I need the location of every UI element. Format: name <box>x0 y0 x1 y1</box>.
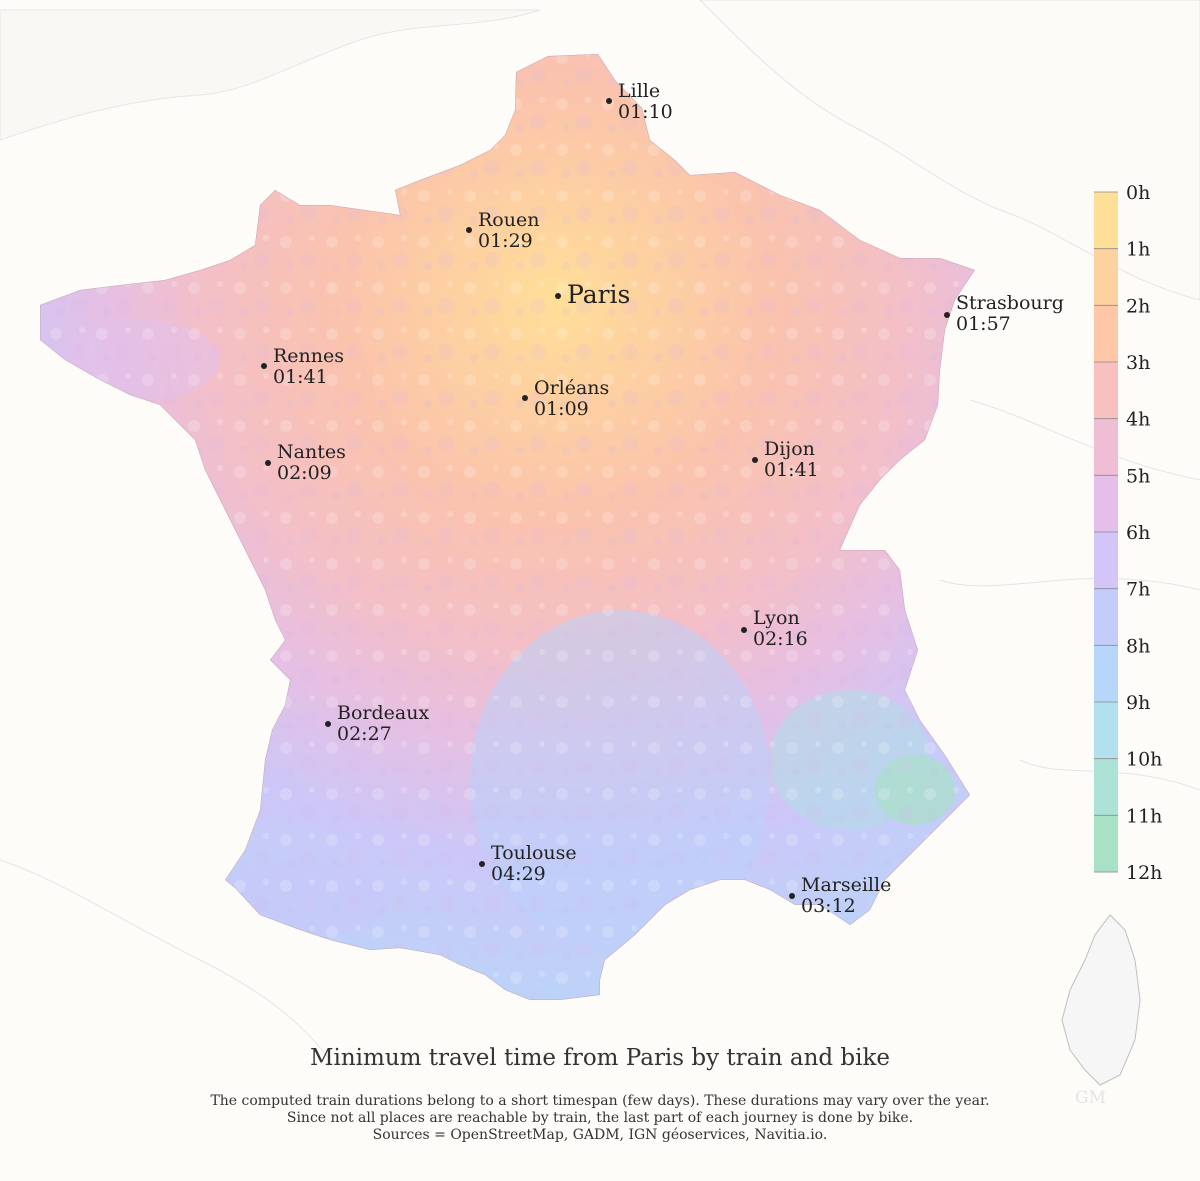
colorbar-segment <box>1094 248 1118 306</box>
colorbar-tick-label: 5h <box>1126 465 1150 487</box>
colorbar-tick-label: 11h <box>1126 805 1162 827</box>
colorbar-tick-label: 6h <box>1126 522 1150 544</box>
colorbar-segment <box>1094 475 1118 533</box>
colorbar-tick-label: 7h <box>1126 579 1150 601</box>
watermark: GM <box>1075 1088 1106 1108</box>
colorbar-tick-label: 1h <box>1126 239 1150 261</box>
caption-line: Sources = OpenStreetMap, GADM, IGN géose… <box>372 1127 828 1143</box>
city-name: Strasbourg <box>956 292 1064 314</box>
city-travel-time: 01:09 <box>534 398 589 420</box>
city-travel-time: 02:09 <box>277 462 332 484</box>
colorbar-tick-label: 0h <box>1126 182 1150 204</box>
city-name: Lyon <box>753 607 800 629</box>
colorbar-segment <box>1094 192 1118 250</box>
city-lyon: Lyon 02:16 <box>741 607 808 650</box>
city-travel-time: 01:10 <box>618 101 673 123</box>
city-dijon: Dijon 01:41 <box>752 438 819 481</box>
city-bordeaux: Bordeaux 02:27 <box>325 702 429 745</box>
city-travel-time: 03:12 <box>801 895 856 917</box>
city-rennes: Rennes 01:41 <box>261 345 344 388</box>
colorbar-tick-label: 3h <box>1126 352 1150 374</box>
city-name-paris: Paris <box>567 280 630 309</box>
colorbar-segment <box>1094 645 1118 703</box>
city-dot <box>466 227 472 233</box>
city-travel-time: 01:29 <box>478 230 533 252</box>
city-travel-time: 01:41 <box>764 459 819 481</box>
colorbar-segment <box>1094 362 1118 420</box>
colorbar-tick-label: 4h <box>1126 409 1150 431</box>
city-dot <box>606 98 612 104</box>
colorbar-segment <box>1094 758 1118 816</box>
city-name: Nantes <box>277 441 346 463</box>
corsica-island <box>1061 914 1141 1086</box>
city-name: Dijon <box>764 438 815 460</box>
city-travel-time: 01:57 <box>956 313 1011 335</box>
city-nantes: Nantes 02:09 <box>265 441 346 484</box>
city-dot-paris <box>555 293 561 299</box>
city-lille: Lille 01:10 <box>606 80 673 123</box>
map-caption: The computed train durations belong to a… <box>0 1093 1200 1144</box>
city-name: Toulouse <box>491 842 577 864</box>
city-marseille: Marseille 03:12 <box>789 874 891 917</box>
city-travel-time: 04:29 <box>491 863 546 885</box>
colorbar: 0h 1h 2h 3h 4h 5h 6h 7h 8h 9h 10h 11h 12h <box>1094 182 1162 884</box>
city-rouen: Rouen 01:29 <box>466 209 539 252</box>
colorbar-tick-label: 2h <box>1126 295 1150 317</box>
colorbar-segment <box>1094 588 1118 646</box>
caption-line: Since not all places are reachable by tr… <box>286 1110 914 1126</box>
city-dot <box>789 893 795 899</box>
map-title: Minimum travel time from Paris by train … <box>309 1045 891 1071</box>
colorbar-tick-label: 9h <box>1126 692 1150 714</box>
city-name: Bordeaux <box>337 702 429 724</box>
city-dot <box>325 721 331 727</box>
colorbar-segment <box>1094 418 1118 476</box>
city-dot <box>741 627 747 633</box>
city-dot <box>265 460 271 466</box>
colorbar-tick-label: 8h <box>1126 635 1150 657</box>
city-dot <box>261 363 267 369</box>
colorbar-tick-label: 12h <box>1126 862 1162 884</box>
city-dot <box>752 457 758 463</box>
city-name: Rennes <box>273 345 344 367</box>
colorbar-tick-label: 10h <box>1126 749 1162 771</box>
city-markers: Paris Lille 01:10 Rouen 01:29 Strasbourg… <box>261 80 1064 917</box>
city-dot <box>479 861 485 867</box>
city-travel-time: 01:41 <box>273 366 328 388</box>
city-dot <box>522 395 528 401</box>
colorbar-segment <box>1094 702 1118 760</box>
city-orleans: Orléans 01:09 <box>522 377 609 420</box>
city-name: Rouen <box>478 209 539 231</box>
city-travel-time: 02:16 <box>753 628 808 650</box>
colorbar-segment <box>1094 305 1118 363</box>
city-name: Orléans <box>534 377 609 399</box>
neighbor-countries <box>0 0 1200 1061</box>
city-name: Lille <box>618 80 660 102</box>
colorbar-segment <box>1094 532 1118 590</box>
city-strasbourg: Strasbourg 01:57 <box>944 292 1064 335</box>
caption-line: The computed train durations belong to a… <box>210 1093 990 1109</box>
city-name: Marseille <box>801 874 891 896</box>
city-toulouse: Toulouse 04:29 <box>479 842 577 885</box>
colorbar-segment <box>1094 815 1118 873</box>
city-travel-time: 02:27 <box>337 723 392 745</box>
city-dot <box>944 312 950 318</box>
